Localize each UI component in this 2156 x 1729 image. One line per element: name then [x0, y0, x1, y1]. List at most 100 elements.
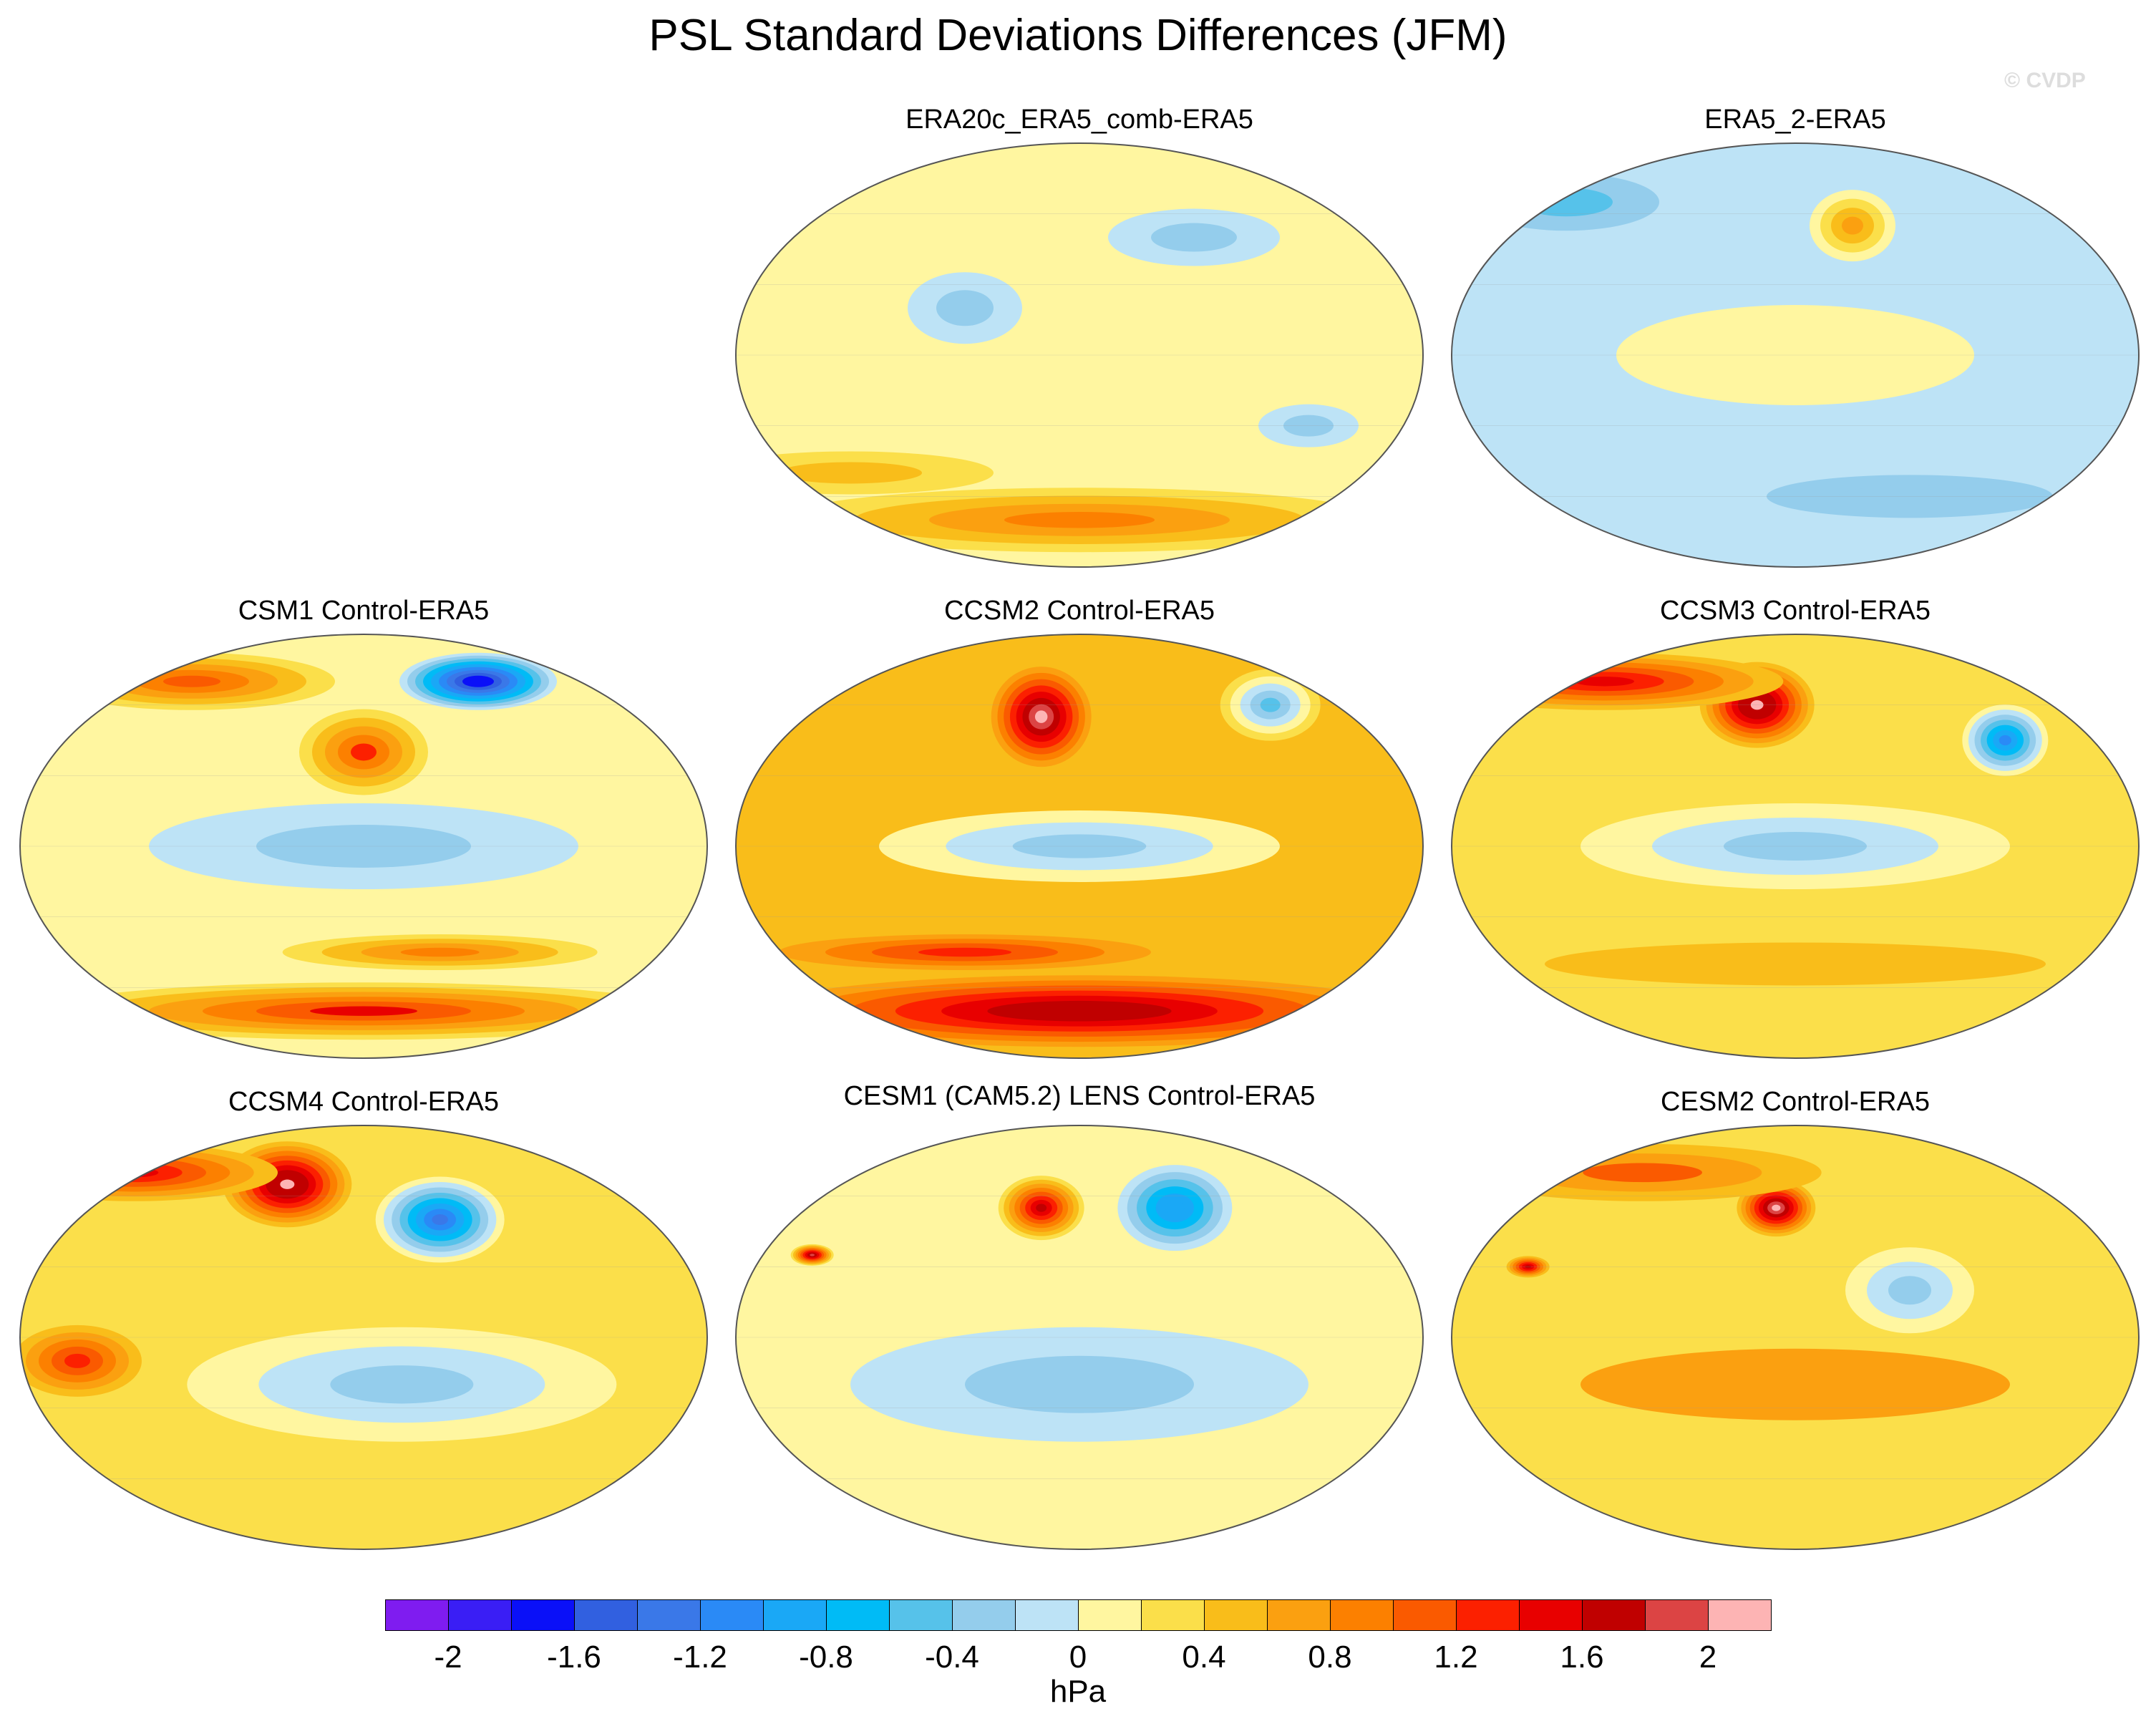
colorbar-tick-label: 0.8 — [1308, 1640, 1352, 1675]
panel-5-title: CCSM3 Control-ERA5 — [1660, 596, 1931, 626]
colorbar-bin-5 — [637, 1599, 701, 1631]
panel-2-anomaly-5-level-2 — [1838, 485, 1981, 508]
colorbar-bin-8 — [826, 1599, 890, 1631]
colorbar-bin-22 — [1708, 1599, 1772, 1631]
panel-2-title: ERA5_2-ERA5 — [1704, 105, 1886, 135]
colorbar-bin-1 — [385, 1599, 449, 1631]
panel-1-map-svg — [735, 142, 1424, 568]
panel-6-anomaly-2-level-4 — [63, 1158, 206, 1187]
panel-7-anomaly-2-level-9 — [810, 1254, 815, 1256]
colorbar-bin-3 — [511, 1599, 575, 1631]
colorbar-tick-label: 1.2 — [1434, 1640, 1478, 1675]
panel-1-anomaly-1-level-4 — [1004, 511, 1155, 528]
panel-5-anomaly-5-level-1 — [1545, 942, 2046, 986]
panel-7-anomaly-1-level-8 — [1036, 1203, 1047, 1212]
colorbar-bin-17 — [1393, 1599, 1457, 1631]
panel-7-map — [729, 1123, 1430, 1552]
panel-3-anomaly-2-level-10 — [470, 678, 486, 684]
panel-2-anomaly-1-level-4 — [1842, 216, 1863, 235]
panel-7-title: CESM1 (CAM5.2) LENS Control-ERA5 — [843, 1081, 1316, 1111]
panel-4-anomaly-3-level-4 — [918, 947, 1011, 957]
colorbar-tick-label: -1.6 — [547, 1640, 601, 1675]
panel-2-map-border — [1451, 142, 2140, 568]
panel-8-map-svg — [1451, 1125, 2140, 1550]
colorbar-bin-12 — [1078, 1599, 1142, 1631]
panel-4-map-svg — [735, 634, 1424, 1059]
panel-4-map-border — [735, 634, 1424, 1059]
panel-5-map — [1444, 631, 2146, 1061]
colorbar-bin-6 — [700, 1599, 764, 1631]
panel-6-anomaly-4-level-5 — [64, 1353, 90, 1368]
panel-8-title: CESM2 Control-ERA5 — [1661, 1087, 1930, 1117]
colorbar-bin-21 — [1645, 1599, 1709, 1631]
colorbar-tick-label: -0.8 — [799, 1640, 853, 1675]
panel-4-anomaly-2-level-7 — [1033, 1006, 1126, 1017]
panel-6-anomaly-1-level-9 — [280, 1179, 295, 1189]
cvdp-watermark: © CVDP — [2004, 69, 2086, 92]
panel-4-map — [729, 631, 1430, 1061]
panel-3-anomaly-5-level-2 — [256, 825, 471, 868]
colorbar-tick-label: 0.4 — [1182, 1640, 1226, 1675]
panel-1-anomaly-4-level-2 — [936, 290, 994, 326]
panel-3-anomaly-4-level-6 — [310, 1006, 417, 1016]
panel-3-map — [13, 631, 714, 1061]
panel-3-map-border — [19, 634, 708, 1059]
panel-7-anomaly-3-level-6 — [1165, 1201, 1185, 1216]
panel-2-map — [1444, 140, 2146, 570]
panel-3-anomaly-6-level-4 — [400, 947, 480, 957]
chart-title: PSL Standard Deviations Differences (JFM… — [649, 11, 1507, 60]
colorbar — [385, 1599, 1772, 1632]
colorbar-bin-13 — [1141, 1599, 1205, 1631]
panel-7-anomaly-4-level-2 — [965, 1355, 1194, 1413]
panel-6-map-border — [19, 1125, 708, 1550]
panel-1-map-border — [735, 142, 1424, 568]
colorbar-bin-7 — [763, 1599, 827, 1631]
colorbar-bin-20 — [1582, 1599, 1646, 1631]
colorbar-tick-label: 0 — [1069, 1640, 1087, 1675]
panel-8-anomaly-1-level-9 — [1772, 1204, 1781, 1211]
colorbar-units: hPa — [1049, 1674, 1107, 1709]
panel-8-map — [1444, 1123, 2146, 1552]
colorbar-tick-label: -0.4 — [925, 1640, 979, 1675]
panel-2-anomaly-3-level-3 — [2077, 183, 2125, 198]
panel-4-anomaly-4-level-3 — [1012, 834, 1147, 858]
colorbar-bin-2 — [448, 1599, 512, 1631]
panel-6-anomaly-5-level-3 — [330, 1365, 474, 1404]
colorbar-bin-10 — [952, 1599, 1016, 1631]
colorbar-bin-16 — [1330, 1599, 1394, 1631]
panel-3-map-svg — [19, 634, 708, 1059]
panel-6-map — [13, 1123, 714, 1552]
panel-5-anomaly-1-level-9 — [1750, 700, 1764, 710]
panel-2-anomaly-3-level-2 — [2053, 175, 2139, 205]
panel-2-map-svg — [1451, 142, 2140, 568]
colorbar-tick-label: -1.2 — [673, 1640, 727, 1675]
panel-1-anomaly-2-level-2 — [779, 462, 922, 484]
colorbar-bin-11 — [1015, 1599, 1079, 1631]
panel-5-map-border — [1451, 634, 2140, 1059]
colorbar-bin-19 — [1519, 1599, 1583, 1631]
panel-8-map-border — [1451, 1125, 2140, 1550]
colorbar-bin-14 — [1204, 1599, 1268, 1631]
colorbar-bin-15 — [1267, 1599, 1331, 1631]
panel-7-map-border — [735, 1125, 1424, 1550]
panel-3-anomaly-3-level-5 — [163, 675, 220, 687]
panel-8-anomaly-3-level-7 — [1525, 1265, 1531, 1269]
panel-6-anomaly-2-level-6 — [110, 1168, 159, 1178]
colorbar-bin-4 — [574, 1599, 638, 1631]
panel-5-anomaly-2-level-6 — [1574, 677, 1634, 687]
panel-5-map-svg — [1451, 634, 2140, 1059]
panel-2-anomaly-3-level-1 — [2029, 168, 2139, 212]
panel-5-anomaly-3-level-7 — [1999, 735, 2011, 746]
panel-1-title: ERA20c_ERA5_comb-ERA5 — [905, 105, 1253, 135]
panel-4-anomaly-1-level-8 — [1034, 710, 1048, 723]
panel-3-anomaly-1-level-5 — [351, 743, 377, 761]
panel-6-map-svg — [19, 1125, 708, 1550]
panel-8-anomaly-4-level-1 — [1580, 1348, 2010, 1420]
panel-7-map-svg — [735, 1125, 1424, 1550]
panel-8-anomaly-5-level-3 — [1888, 1276, 1931, 1305]
panel-3-title: CSM1 Control-ERA5 — [238, 596, 490, 626]
colorbar-bin-18 — [1456, 1599, 1520, 1631]
panel-1-anomaly-5-level-2 — [1283, 415, 1334, 437]
panel-8-anomaly-2-level-3 — [1583, 1163, 1702, 1183]
panel-1-map — [729, 140, 1430, 570]
